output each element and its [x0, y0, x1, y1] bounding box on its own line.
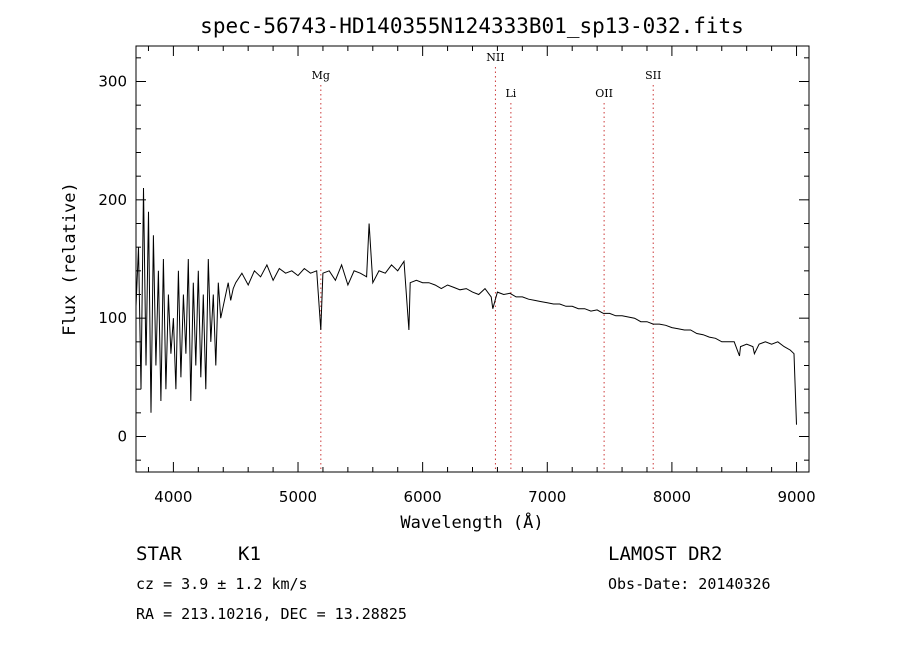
x-tick-label: 5000 [279, 488, 317, 506]
object-subclass: K1 [238, 543, 261, 565]
x-axis-label: Wavelength (Å) [400, 511, 543, 533]
object-class: STAR [136, 543, 182, 565]
coordinates-readout: RA = 213.10216, DEC = 13.28825 [136, 605, 407, 623]
plot-border [135, 45, 810, 473]
x-tick-label: 4000 [154, 488, 192, 506]
y-tick-label: 0 [117, 428, 127, 446]
y-tick-label: 100 [98, 309, 127, 327]
line-marker-label: NII [486, 51, 504, 64]
plot-frame [135, 45, 810, 473]
y-axis-ticks: 0 100 200 300 [98, 57, 809, 461]
x-tick-label: 6000 [404, 488, 442, 506]
redshift-readout: cz = 3.9 ± 1.2 km/s [136, 575, 308, 593]
spectrum-line [135, 187, 797, 425]
line-marker-label: OII [595, 87, 613, 100]
chart-title: spec-56743-HD140355N124333B01_sp13-032.f… [200, 14, 744, 38]
x-tick-label: 9000 [777, 488, 815, 506]
spectrum-series [135, 187, 797, 425]
line-marker-label: Li [505, 87, 516, 100]
line-marker-label: Mg [312, 69, 330, 82]
line-marker-label: SII [645, 69, 661, 82]
x-axis-ticks: 4000 5000 6000 7000 8000 9000 [147, 46, 816, 506]
x-tick-label: 7000 [528, 488, 566, 506]
y-axis-label: Flux (relative) [60, 182, 80, 336]
y-tick-label: 200 [98, 191, 127, 209]
x-tick-label: 8000 [653, 488, 691, 506]
observation-date: Obs-Date: 20140326 [608, 575, 771, 593]
line-markers: Mg NII Li OII SII [312, 51, 661, 472]
info-block: STAR K1 LAMOST DR2 cz = 3.9 ± 1.2 km/s O… [136, 543, 771, 623]
survey-name: LAMOST DR2 [608, 543, 722, 565]
y-tick-label: 300 [98, 73, 127, 91]
